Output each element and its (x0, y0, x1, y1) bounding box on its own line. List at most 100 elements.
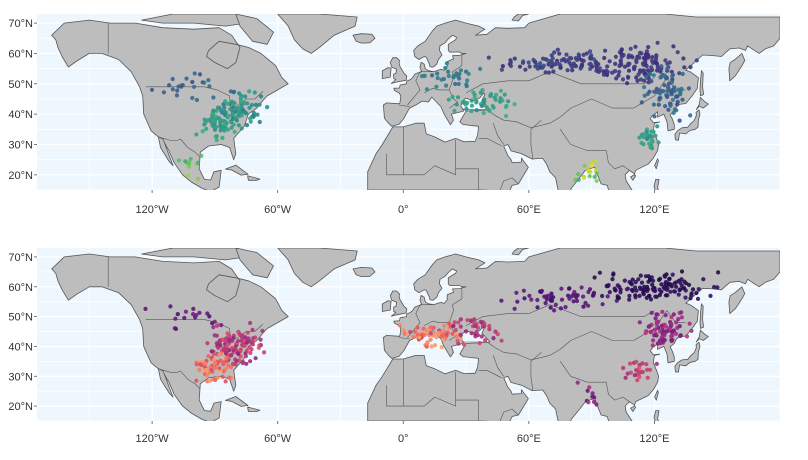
occurrence-point (194, 97, 199, 103)
occurrence-point (204, 373, 209, 378)
occurrence-point (594, 65, 599, 71)
occurrence-point (197, 72, 203, 77)
occurrence-point (649, 58, 655, 63)
occurrence-point (649, 129, 654, 134)
occurrence-point (204, 126, 209, 131)
occurrence-point (655, 124, 660, 129)
occurrence-point (183, 159, 188, 164)
occurrence-point (687, 321, 692, 326)
country-border (158, 368, 201, 389)
occurrence-point (456, 320, 461, 325)
occurrence-point (588, 55, 594, 60)
occurrence-point (649, 329, 654, 334)
occurrence-point (677, 324, 682, 329)
occurrence-point (466, 71, 471, 76)
occurrence-point (464, 106, 469, 111)
baffin-island (235, 14, 274, 45)
occurrence-point (630, 277, 635, 282)
occurrence-point (441, 337, 446, 342)
occurrence-point (648, 367, 653, 372)
occurrence-point (486, 55, 491, 60)
occurrence-point (250, 342, 255, 347)
occurrence-point (663, 58, 668, 63)
occurrence-point (669, 330, 675, 335)
occurrence-point (690, 287, 696, 292)
occurrence-point (474, 108, 479, 113)
occurrence-point (523, 67, 528, 72)
occurrence-point (462, 342, 467, 347)
occurrence-point (175, 88, 180, 93)
occurrence-point (429, 344, 434, 349)
occurrence-point (716, 270, 721, 275)
occurrence-point (581, 294, 586, 299)
occurrence-point (637, 320, 642, 325)
country-border (478, 370, 502, 379)
occurrence-point (236, 338, 241, 343)
occurrence-point (672, 89, 677, 94)
lon-tick-label: 60°W (264, 204, 292, 216)
sri-lanka (570, 437, 574, 447)
hainan (630, 174, 636, 181)
occurrence-point (458, 68, 463, 73)
occurrence-point (487, 327, 492, 332)
occurrence-point (627, 297, 632, 302)
occurrence-point (223, 336, 229, 342)
occurrence-point (265, 105, 270, 110)
occurrence-point (674, 320, 679, 325)
occurrence-point (675, 50, 680, 55)
occurrence-point (236, 329, 241, 334)
occurrence-point (641, 288, 646, 293)
occurrence-point (597, 270, 603, 275)
occurrence-point (534, 62, 539, 67)
occurrence-point (679, 315, 685, 320)
occurrence-point (644, 362, 649, 367)
occurrence-point (206, 354, 211, 359)
country-border (386, 385, 404, 407)
occurrence-point (628, 370, 634, 375)
occurrence-point (453, 81, 458, 87)
occurrence-point (195, 176, 200, 181)
occurrence-point (654, 361, 659, 366)
occurrence-point (567, 55, 573, 61)
occurrence-point (555, 47, 560, 52)
occurrence-point (216, 115, 221, 120)
occurrence-point (633, 285, 638, 290)
occurrence-point (472, 317, 477, 322)
occurrence-point (206, 118, 211, 123)
occurrence-point (600, 302, 605, 307)
occurrence-point (491, 105, 496, 110)
occurrence-point (678, 333, 683, 338)
occurrence-point (220, 374, 225, 379)
occurrence-point (176, 84, 181, 89)
occurrence-point (170, 76, 175, 82)
occurrence-point (625, 286, 631, 291)
occurrence-point (454, 334, 459, 339)
sri-lanka (570, 206, 574, 217)
occurrence-point (238, 99, 244, 104)
occurrence-point (215, 105, 220, 110)
occurrence-point (488, 93, 493, 98)
lat-tick-label: 20°N (8, 401, 33, 413)
occurrence-point (645, 367, 650, 372)
lon-tick-label: 60°E (517, 433, 541, 445)
occurrence-point (435, 71, 440, 76)
occurrence-point (232, 129, 237, 134)
occurrence-point (218, 123, 223, 129)
occurrence-point (614, 76, 619, 81)
occurrence-point (715, 285, 720, 290)
lat-tick-label: 50°N (8, 79, 33, 91)
occurrence-point (233, 109, 238, 114)
occurrence-point (244, 348, 249, 353)
occurrence-point (504, 113, 509, 119)
occurrence-point (655, 40, 660, 45)
occurrence-point (584, 51, 589, 56)
occurrence-point (397, 323, 402, 328)
occurrence-point (684, 334, 690, 339)
occurrence-point (594, 178, 599, 183)
occurrence-point (517, 64, 523, 69)
occurrence-point (439, 334, 445, 339)
occurrence-point (424, 87, 429, 92)
eurasia-landmass (367, 14, 780, 190)
occurrence-point (458, 324, 463, 329)
occurrence-point (701, 277, 706, 282)
